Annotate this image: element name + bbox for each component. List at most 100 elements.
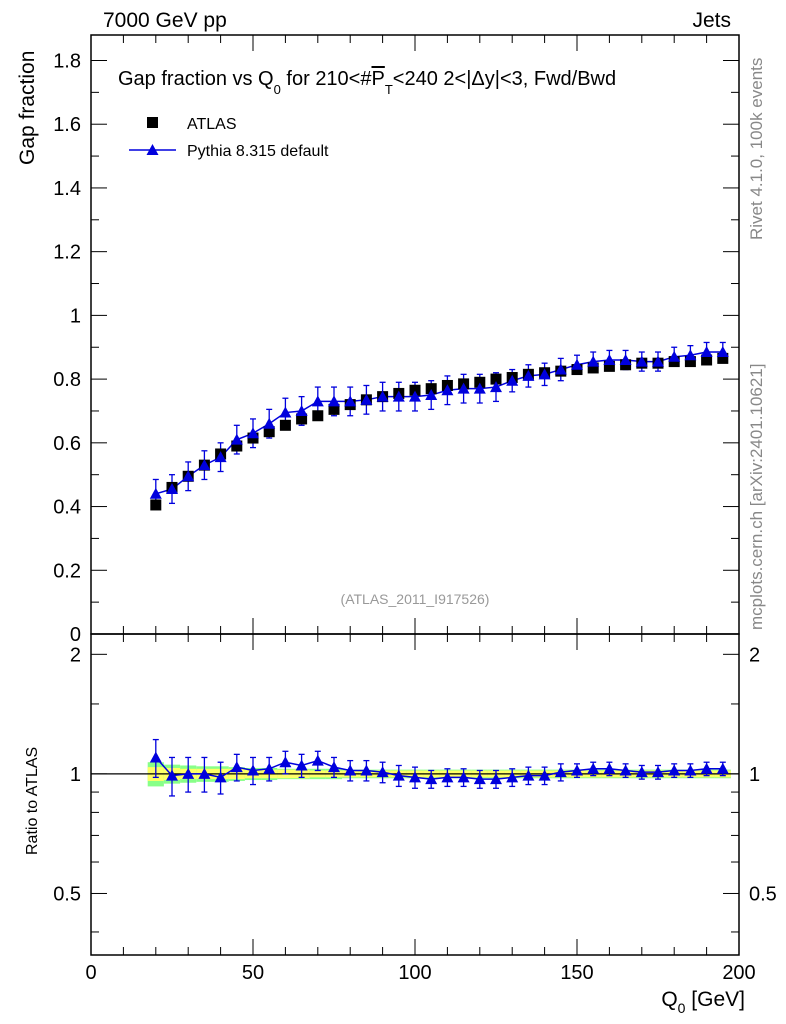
ratio-point bbox=[506, 771, 519, 783]
main-ytick-label: 0.6 bbox=[53, 433, 81, 455]
ratio-point bbox=[538, 769, 551, 781]
pythia-point bbox=[247, 427, 259, 439]
main-ytick-label: 1.6 bbox=[53, 114, 81, 136]
plot-title: Gap fraction vs Q0 for 210<#PT<240 2<|Δy… bbox=[118, 68, 616, 97]
pythia-point bbox=[619, 353, 632, 365]
ratio-point bbox=[166, 769, 178, 781]
atlas-point bbox=[279, 419, 291, 431]
atlas-point bbox=[701, 354, 713, 366]
pythia-point bbox=[457, 382, 470, 394]
x-tick-label: 100 bbox=[398, 962, 431, 984]
ratio-point bbox=[263, 762, 276, 774]
ratio-point bbox=[376, 766, 389, 778]
header-right: Jets bbox=[692, 9, 731, 32]
main-ylabel: Gap fraction bbox=[16, 51, 39, 165]
ratio-point bbox=[522, 769, 535, 781]
ratio-point bbox=[182, 767, 195, 779]
pythia-point bbox=[571, 358, 583, 370]
ratio-ytick-label-right: 0.5 bbox=[749, 883, 777, 905]
ratio-point bbox=[668, 764, 681, 776]
main-ytick-label: 0 bbox=[70, 624, 81, 646]
atlas-point bbox=[490, 373, 502, 385]
atlas-point bbox=[603, 360, 615, 372]
ratio-point bbox=[344, 764, 357, 776]
main-panel: 0 0.2 0.4 0.6 0.8 1 1.2 1.4 1.6 1.8 bbox=[53, 34, 740, 646]
ratio-point bbox=[328, 761, 340, 773]
ratio-point bbox=[619, 764, 632, 776]
rivet-label: Rivet 4.1.0, 100k events bbox=[747, 58, 766, 240]
main-ytick-label: 0.8 bbox=[53, 369, 81, 391]
ratio-ytick-label-left: 2 bbox=[70, 644, 81, 666]
pythia-point bbox=[587, 355, 600, 367]
pythia-point bbox=[538, 368, 551, 380]
pythia-point bbox=[425, 389, 438, 401]
pythia-point bbox=[522, 369, 535, 381]
atlas-point bbox=[425, 383, 437, 395]
pythia-point bbox=[554, 363, 567, 375]
pythia-point bbox=[652, 355, 664, 367]
atlas-point bbox=[312, 410, 324, 422]
main-ytick-label: 0.4 bbox=[53, 497, 81, 519]
legend-pythia-marker bbox=[146, 144, 159, 155]
atlas-point bbox=[263, 426, 275, 438]
x-axis-label: Q0 [GeV] bbox=[661, 988, 745, 1016]
pythia-point bbox=[668, 350, 681, 362]
legend-atlas-label: ATLAS bbox=[187, 116, 237, 133]
main-ytick-label: 1.8 bbox=[53, 50, 81, 72]
atlas-point bbox=[409, 384, 421, 396]
pythia-point bbox=[441, 384, 454, 396]
pythia-line bbox=[155, 351, 723, 495]
ratio-panel: 0.5 0.5 1 1 2 2 0 50 100 150 200 bbox=[53, 633, 777, 984]
pythia-point bbox=[198, 459, 211, 471]
pythia-point bbox=[392, 390, 405, 402]
pythia-point bbox=[409, 390, 421, 402]
ratio-point bbox=[700, 762, 713, 774]
pythia-point bbox=[263, 417, 276, 429]
ratio-point bbox=[295, 759, 308, 771]
atlas-point bbox=[150, 499, 162, 511]
pythia-point bbox=[230, 433, 243, 445]
header-left: 7000 GeV pp bbox=[103, 9, 227, 32]
ratio-frame bbox=[90, 633, 740, 956]
main-ytick-label: 1.2 bbox=[53, 242, 81, 264]
pythia-point bbox=[603, 353, 616, 365]
ratio-point bbox=[457, 771, 470, 783]
ratio-point bbox=[230, 761, 243, 773]
atlas-point bbox=[717, 352, 729, 364]
ratio-point bbox=[360, 764, 373, 776]
pythia-point bbox=[716, 346, 729, 358]
ratio-point bbox=[716, 762, 729, 774]
x-tick-label: 0 bbox=[85, 962, 96, 984]
main-ytick-label: 1 bbox=[70, 305, 81, 327]
main-ytick-label: 0.2 bbox=[53, 560, 81, 582]
ratio-point bbox=[473, 773, 486, 785]
pythia-point bbox=[376, 390, 389, 402]
ratio-point bbox=[214, 771, 227, 783]
ratio-point bbox=[441, 771, 454, 783]
ratio-point bbox=[425, 773, 438, 785]
ratio-point bbox=[409, 771, 421, 783]
pythia-point bbox=[214, 451, 227, 463]
ratio-ytick-label-right: 2 bbox=[749, 644, 760, 666]
atlas-point bbox=[587, 362, 599, 374]
pythia-point bbox=[506, 374, 519, 386]
ratio-point bbox=[490, 773, 502, 785]
x-tick-label: 200 bbox=[722, 962, 755, 984]
pythia-point bbox=[360, 393, 373, 405]
ratio-point bbox=[587, 762, 600, 774]
pythia-point bbox=[490, 381, 502, 393]
ratio-point bbox=[247, 764, 259, 776]
ratio-point bbox=[554, 766, 567, 778]
atlas-point bbox=[684, 356, 696, 368]
pythia-point bbox=[295, 404, 308, 416]
ratio-point bbox=[684, 764, 697, 776]
analysis-watermark: (ATLAS_2011_I917526) bbox=[341, 591, 490, 607]
main-ytick-label: 1.4 bbox=[53, 178, 81, 200]
ratio-ytick-label-left: 1 bbox=[70, 764, 81, 786]
ratio-ytick-label-right: 1 bbox=[749, 764, 760, 786]
legend-atlas-marker bbox=[147, 117, 158, 128]
pythia-point bbox=[149, 487, 162, 499]
pythia-point bbox=[684, 349, 697, 361]
ratio-point bbox=[311, 754, 324, 766]
pythia-point bbox=[635, 355, 648, 367]
